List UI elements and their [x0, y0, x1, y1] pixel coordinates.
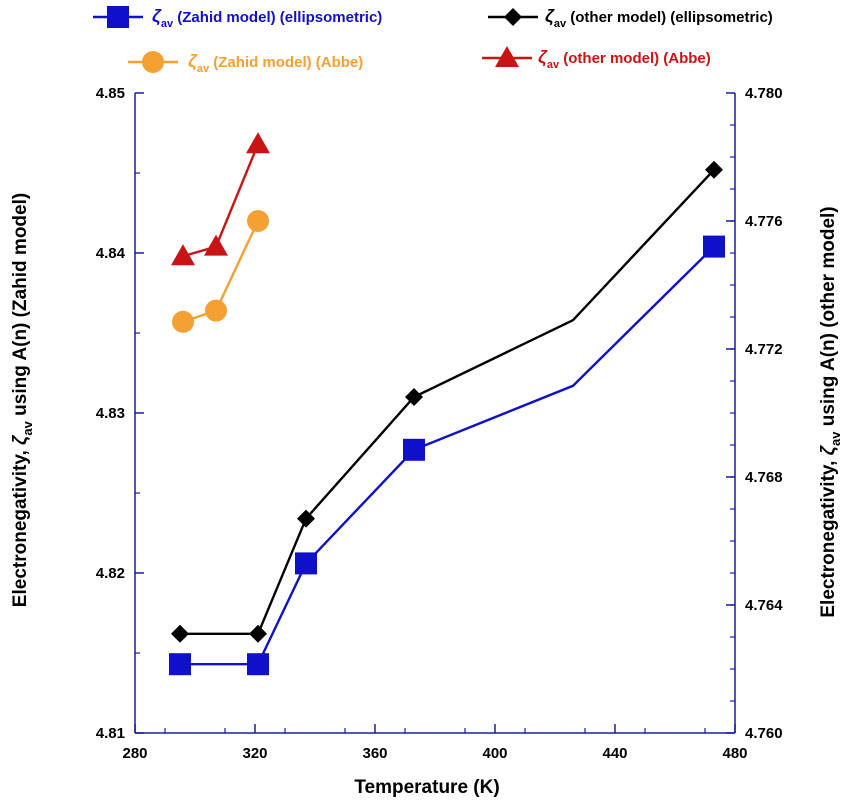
y-left-tick-label: 4.84	[96, 245, 126, 262]
legend-marker	[495, 46, 519, 67]
legend-marker	[107, 6, 129, 28]
legend-label: ζav (Zahid model) (ellipsometric)	[152, 6, 382, 30]
y-right-tick-label: 4.772	[745, 341, 783, 358]
legend-subscript: av	[161, 18, 174, 30]
data-point	[205, 299, 227, 322]
y-right-tick-label: 4.768	[745, 469, 783, 486]
data-point	[247, 210, 269, 232]
y-left-tick-label: 4.85	[96, 85, 125, 102]
legend-text: (Zahid model) (Abbe)	[209, 54, 363, 71]
data-point	[405, 388, 423, 406]
legend-text: (other model) (ellipsometric)	[566, 9, 773, 26]
y-axis-right-label-subscript: av	[828, 431, 843, 446]
data-point	[171, 244, 195, 266]
legend-text: (Zahid model) (ellipsometric)	[173, 9, 382, 26]
y-axis-right-label-post: using A(n) (other model)	[818, 206, 839, 431]
y-left-tick-label: 4.82	[96, 565, 125, 582]
data-point	[703, 235, 725, 258]
series-line	[180, 168, 715, 635]
data-point	[247, 653, 269, 676]
data-point	[246, 132, 270, 154]
legend-label: ζav (other model) (Abbe)	[538, 47, 711, 71]
series-3	[171, 132, 270, 266]
data-point	[169, 653, 191, 676]
data-point	[297, 509, 315, 528]
series-0	[169, 235, 725, 676]
series-2	[172, 210, 269, 333]
series-layer	[169, 132, 725, 676]
y-axis-left-label: Electronegativity, ζav using A(n) (Zahid…	[10, 193, 35, 607]
y-left-tick-label: 4.83	[96, 405, 125, 422]
y-axis-right-label: Electronegativity, ζav using A(n) (other…	[818, 206, 843, 617]
x-tick-label: 480	[722, 745, 747, 762]
legend-symbol: ζ	[188, 51, 198, 72]
data-point	[295, 552, 317, 575]
y-axis-left-label-post: using A(n) (Zahid model)	[10, 193, 31, 421]
series-line	[182, 143, 260, 258]
x-tick-label: 280	[122, 745, 147, 762]
legend-label: ζav (other model) (ellipsometric)	[545, 6, 773, 30]
y-left-tick-label: 4.81	[96, 725, 125, 742]
y-right-tick-label: 4.760	[745, 725, 783, 742]
x-tick-label: 360	[362, 745, 387, 762]
y-axis-left-label-symbol: ζ	[10, 434, 31, 445]
legend-marker	[504, 8, 522, 26]
y-axis-left-label-subscript: av	[20, 420, 35, 435]
data-point	[403, 438, 425, 461]
legend-marker	[142, 51, 164, 73]
series-line	[180, 245, 715, 666]
y-axis-left-label-pre: Electronegativity,	[10, 445, 31, 607]
legend-entry-1: ζav (other model) (ellipsometric)	[488, 6, 773, 30]
legend-subscript: av	[547, 59, 560, 71]
legend-subscript: av	[554, 18, 567, 30]
x-axis-label: Temperature (K)	[354, 777, 499, 798]
data-point	[172, 310, 194, 333]
x-tick-label: 400	[482, 745, 507, 762]
legend-entry-3: ζav (other model) (Abbe)	[482, 46, 711, 71]
y-right-tick-label: 4.780	[745, 85, 783, 102]
y-axis-right-label-symbol: ζ	[818, 444, 839, 455]
y-right-tick-label: 4.764	[745, 597, 783, 614]
data-point	[171, 624, 189, 643]
data-point	[204, 234, 228, 256]
x-tick-label: 440	[602, 745, 627, 762]
legend-symbol: ζ	[538, 47, 548, 68]
legend-label: ζav (Zahid model) (Abbe)	[188, 51, 363, 75]
legend-entry-2: ζav (Zahid model) (Abbe)	[128, 51, 363, 75]
legend-entry-0: ζav (Zahid model) (ellipsometric)	[93, 6, 382, 30]
axes: 280 320 360 400 440 480 4.81 4.82 4.83 4.84 4.85 4.…	[10, 85, 843, 762]
legend-text: (other model) (Abbe)	[559, 50, 711, 67]
y-axis-right-label-pre: Electronegativity,	[818, 455, 839, 617]
x-tick-label: 320	[242, 745, 267, 762]
legend: ζav (Zahid model) (ellipsometric) ζav (ot…	[93, 6, 773, 75]
series-1	[171, 160, 723, 643]
y-right-tick-label: 4.776	[745, 213, 783, 230]
legend-symbol: ζ	[545, 6, 555, 27]
data-point	[249, 624, 267, 643]
data-point	[705, 160, 723, 179]
legend-subscript: av	[197, 63, 210, 75]
legend-symbol: ζ	[152, 6, 162, 27]
